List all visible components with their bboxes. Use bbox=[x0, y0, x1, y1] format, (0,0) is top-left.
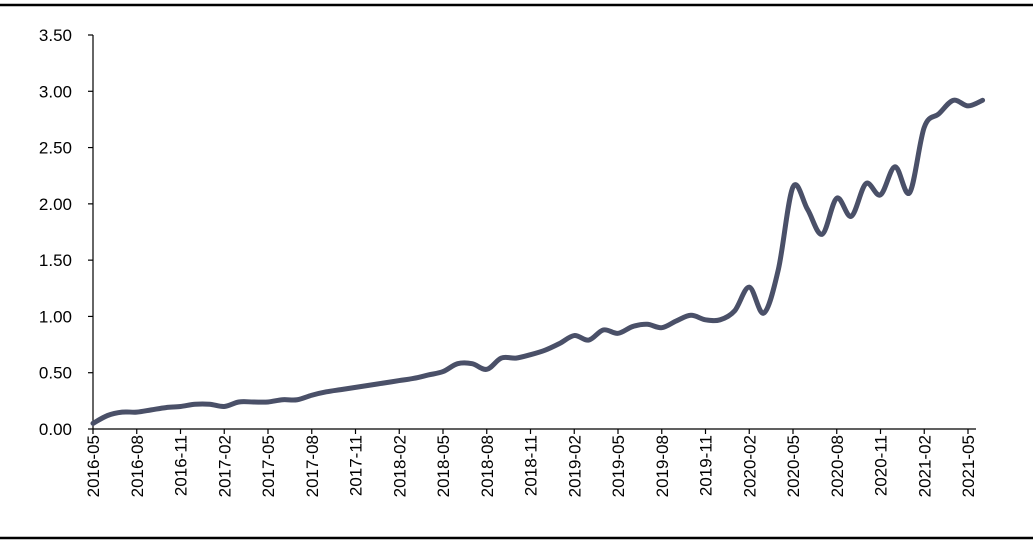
y-tick-label: 0.00 bbox=[39, 420, 72, 439]
x-tick-label: 2021-05 bbox=[959, 435, 978, 497]
series-line-0 bbox=[90, 97, 986, 426]
y-tick-label: 0.50 bbox=[39, 364, 72, 383]
x-tick-label: 2020-02 bbox=[740, 435, 759, 497]
x-tick-label: 2017-05 bbox=[259, 435, 278, 497]
x-tick-label: 2018-11 bbox=[522, 435, 541, 496]
x-tick-label: 2020-11 bbox=[872, 435, 891, 496]
y-tick-label: 1.50 bbox=[39, 251, 72, 270]
y-tick-label: 1.00 bbox=[39, 307, 72, 326]
x-tick-label: 2018-02 bbox=[390, 435, 409, 497]
x-tick-label: 2020-05 bbox=[784, 435, 803, 497]
y-axis: 0.00 0.50 1.00 1.50 2.00 2.50 3.00 3.50 bbox=[39, 26, 94, 439]
series-layer bbox=[90, 97, 986, 426]
x-tick-label: 2019-11 bbox=[697, 435, 716, 496]
x-tick-label: 2020-08 bbox=[828, 435, 847, 497]
x-tick-label: 2016-11 bbox=[172, 435, 191, 496]
x-tick-label: 2018-05 bbox=[434, 435, 453, 497]
x-tick-label: 2018-08 bbox=[478, 435, 497, 497]
x-tick-label: 2017-02 bbox=[215, 435, 234, 497]
x-axis: 2016-05 2016-08 2016-11 2017-02 2017-05 2017-… bbox=[84, 428, 978, 497]
x-tick-label: 2019-02 bbox=[565, 435, 584, 497]
x-tick-label: 2017-11 bbox=[347, 435, 366, 496]
y-tick-label: 3.00 bbox=[39, 82, 72, 101]
x-tick-label: 2021-02 bbox=[915, 435, 934, 497]
x-tick-label: 2019-08 bbox=[653, 435, 672, 497]
y-tick-label: 2.50 bbox=[39, 139, 72, 158]
y-tick-label: 3.50 bbox=[39, 26, 72, 45]
x-tick-label: 2016-05 bbox=[84, 435, 103, 497]
x-tick-label: 2016-08 bbox=[128, 435, 147, 497]
x-tick-label: 2017-08 bbox=[303, 435, 322, 497]
x-tick-label: 2019-05 bbox=[609, 435, 628, 497]
y-tick-label: 2.00 bbox=[39, 195, 72, 214]
